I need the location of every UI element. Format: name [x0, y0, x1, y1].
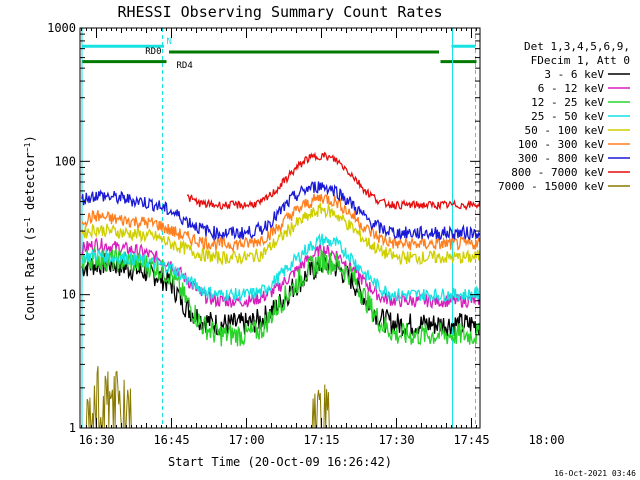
legend-entry-label: 25 - 50 keV	[531, 110, 604, 123]
legend-entry-label: 12 - 25 keV	[531, 96, 604, 109]
x-axis-label: Start Time (20-Oct-09 16:26:42)	[168, 455, 392, 469]
legend-entry-label: 6 - 12 keV	[538, 82, 605, 95]
y-axis-label: Count Rate (s−1 detector−1)	[23, 135, 38, 320]
legend-entry-label: 300 - 800 keV	[518, 152, 604, 165]
y-tick-label: 100	[54, 154, 76, 168]
chart-title: RHESSI Observing Summary Count Rates	[117, 3, 442, 21]
x-tick-label: 16:45	[153, 433, 189, 447]
legend-entry-label: 800 - 7000 keV	[511, 166, 604, 179]
x-tick-label: 17:30	[378, 433, 414, 447]
annotation-label-n: N	[167, 37, 172, 47]
series-line	[186, 151, 481, 211]
series-line	[81, 202, 481, 266]
annotation-label-rd4: RD4	[177, 61, 193, 71]
series-line	[81, 237, 481, 309]
plot-frame	[79, 27, 481, 429]
series-line	[81, 181, 481, 242]
x-tick-label: 18:00	[528, 433, 564, 447]
x-tick-label: 17:45	[453, 433, 489, 447]
annotation-label-rd0: RD0	[145, 47, 161, 57]
x-tick-label: 16:30	[78, 433, 114, 447]
x-tick-label: 17:00	[228, 433, 264, 447]
legend-entry-label: 100 - 300 keV	[518, 138, 604, 151]
legend-header-line: FDecim 1, Att 0	[531, 54, 630, 67]
y-tick-label: 10	[62, 288, 76, 302]
legend-entry-label: 3 - 6 keV	[544, 68, 604, 81]
y-tick-label: 1000	[47, 21, 76, 35]
legend-entry-label: 7000 - 15000 keV	[498, 180, 604, 193]
series-line	[81, 193, 481, 253]
x-tick-label: 17:15	[303, 433, 339, 447]
legend-entry-label: 50 - 100 keV	[525, 124, 605, 137]
plot-area: N RD0 RD4	[81, 28, 481, 429]
legend: Det 1,3,4,5,6,9,FDecim 1, Att 03 - 6 keV…	[498, 40, 630, 193]
legend-header-line: Det 1,3,4,5,6,9,	[524, 40, 630, 53]
y-tick-label: 1	[69, 421, 76, 435]
footer-timestamp: 16-Oct-2021 03:46	[554, 469, 636, 478]
series-line	[81, 233, 481, 303]
